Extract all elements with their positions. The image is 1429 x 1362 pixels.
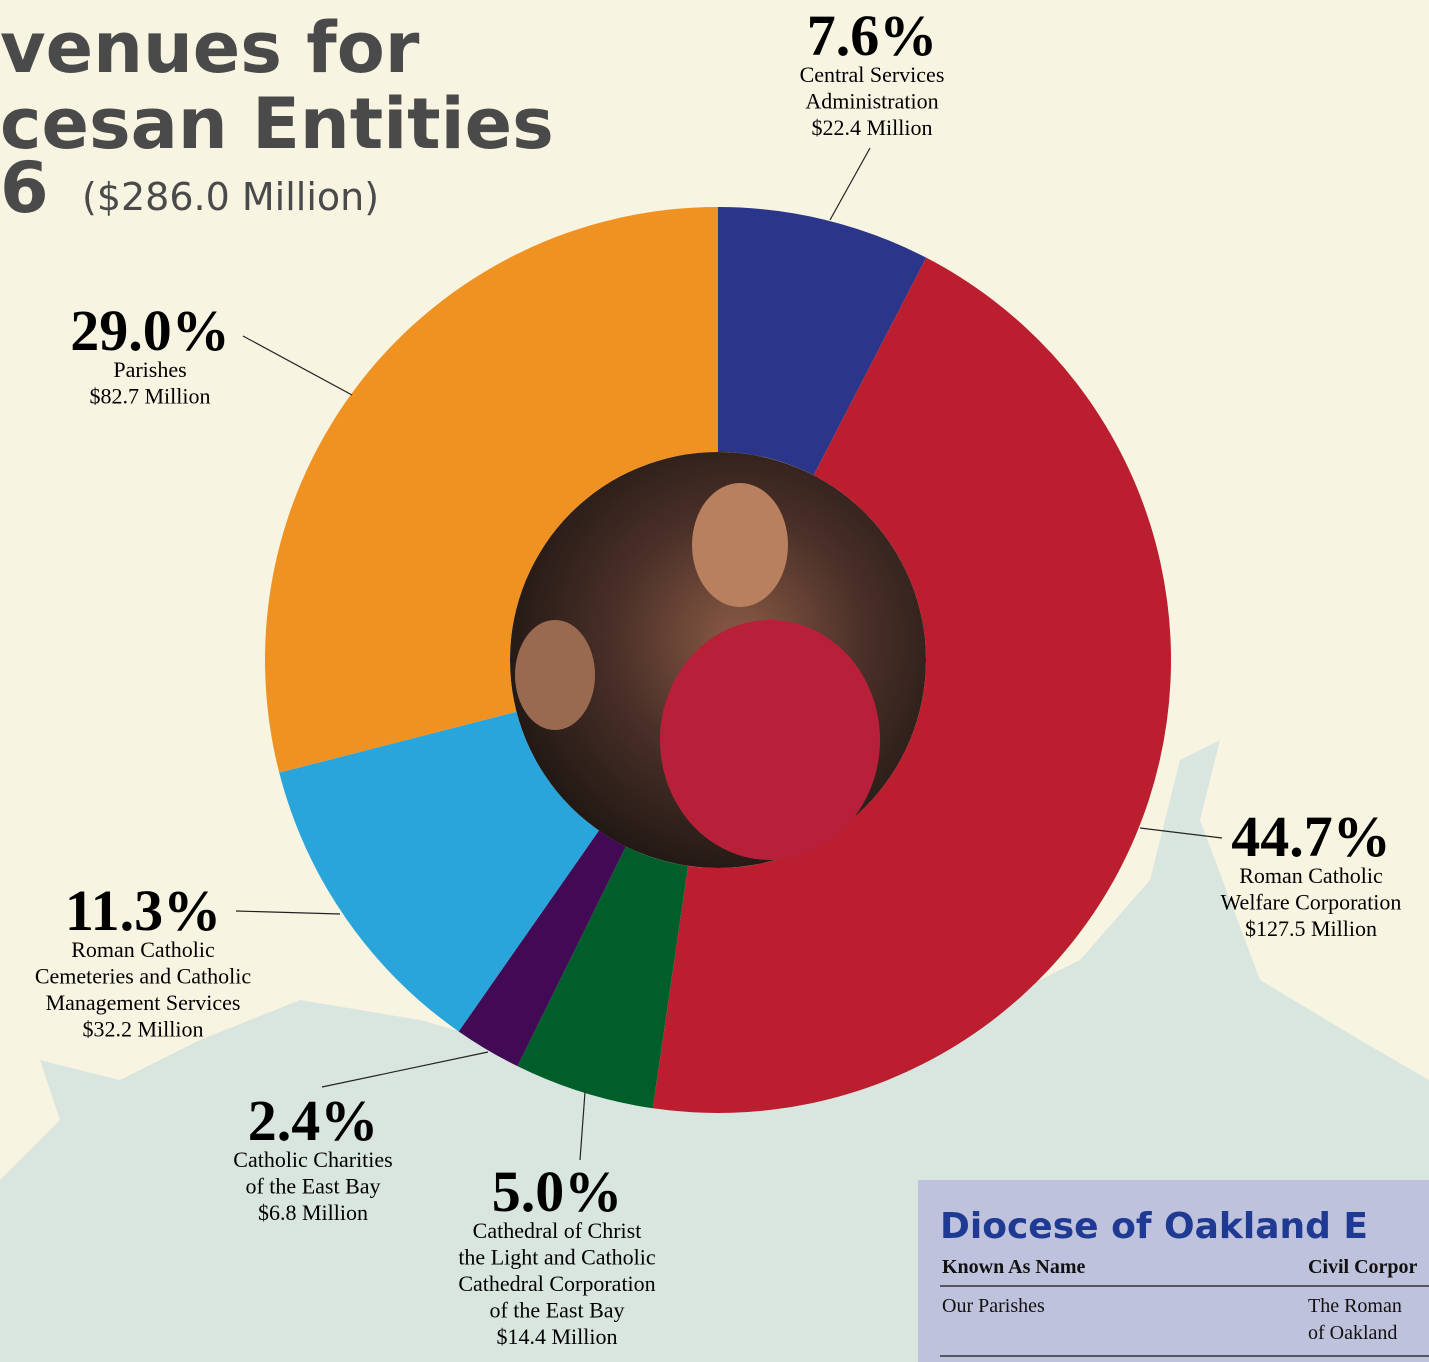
leader-line bbox=[321, 1051, 489, 1088]
photo-figure bbox=[660, 620, 880, 860]
table-cell: The Roman bbox=[1308, 1295, 1402, 1317]
amount-label: $6.8 Million bbox=[258, 1200, 368, 1225]
title-line: venues for bbox=[0, 7, 420, 89]
table-cell: of Oakland bbox=[1308, 1322, 1397, 1344]
leader-line bbox=[829, 147, 871, 221]
percent-label: 7.6% bbox=[807, 3, 938, 68]
category-label: Roman Catholic bbox=[71, 937, 215, 962]
category-label: Administration bbox=[805, 89, 938, 114]
amount-label: $22.4 Million bbox=[811, 115, 932, 140]
leader-line bbox=[235, 910, 341, 915]
donut-slice bbox=[279, 711, 599, 1032]
photo-face bbox=[692, 483, 788, 607]
table-header: Civil Corpor bbox=[1308, 1256, 1418, 1278]
donut-slice bbox=[458, 830, 626, 1067]
photo-face bbox=[515, 620, 595, 730]
category-label: Catholic Charities bbox=[233, 1147, 392, 1172]
amount-label: $14.4 Million bbox=[496, 1324, 617, 1349]
category-label: Cathedral Corporation bbox=[458, 1271, 655, 1296]
title-line: 6 bbox=[0, 147, 49, 229]
category-label: Cemeteries and Catholic bbox=[35, 964, 251, 989]
leader-line bbox=[242, 335, 353, 396]
donut-slice bbox=[652, 257, 1171, 1113]
donut-slice bbox=[718, 207, 927, 476]
category-label: Roman Catholic bbox=[1239, 863, 1383, 888]
leader-line bbox=[1139, 827, 1223, 839]
percent-label: 5.0% bbox=[492, 1159, 623, 1224]
category-label: of the East Bay bbox=[245, 1174, 380, 1199]
title-line: cesan Entities bbox=[0, 83, 554, 165]
percent-label: 29.0% bbox=[70, 298, 230, 363]
table-box bbox=[918, 1180, 1429, 1362]
table-cell: Our Parishes bbox=[942, 1295, 1045, 1317]
donut-slice bbox=[517, 846, 689, 1109]
category-label: the Light and Catholic bbox=[458, 1245, 656, 1270]
category-label: Cathedral of Christ bbox=[473, 1218, 642, 1243]
donut-slice bbox=[265, 207, 718, 773]
percent-label: 11.3% bbox=[65, 878, 221, 943]
category-label: Management Services bbox=[46, 990, 241, 1015]
percent-label: 44.7% bbox=[1231, 804, 1391, 869]
amount-label: $127.5 Million bbox=[1245, 916, 1377, 941]
category-label: Parishes bbox=[113, 357, 186, 382]
category-label: Welfare Corporation bbox=[1221, 890, 1402, 915]
category-label: of the East Bay bbox=[489, 1298, 624, 1323]
subtitle: ($286.0 Million) bbox=[82, 175, 379, 219]
category-label: Central Services bbox=[800, 62, 945, 87]
table-title: Diocese of Oakland E bbox=[940, 1206, 1368, 1247]
leader-line bbox=[579, 1091, 586, 1161]
amount-label: $82.7 Million bbox=[89, 384, 210, 409]
amount-label: $32.2 Million bbox=[82, 1017, 203, 1042]
table-header: Known As Name bbox=[942, 1256, 1085, 1278]
percent-label: 2.4% bbox=[248, 1088, 379, 1153]
